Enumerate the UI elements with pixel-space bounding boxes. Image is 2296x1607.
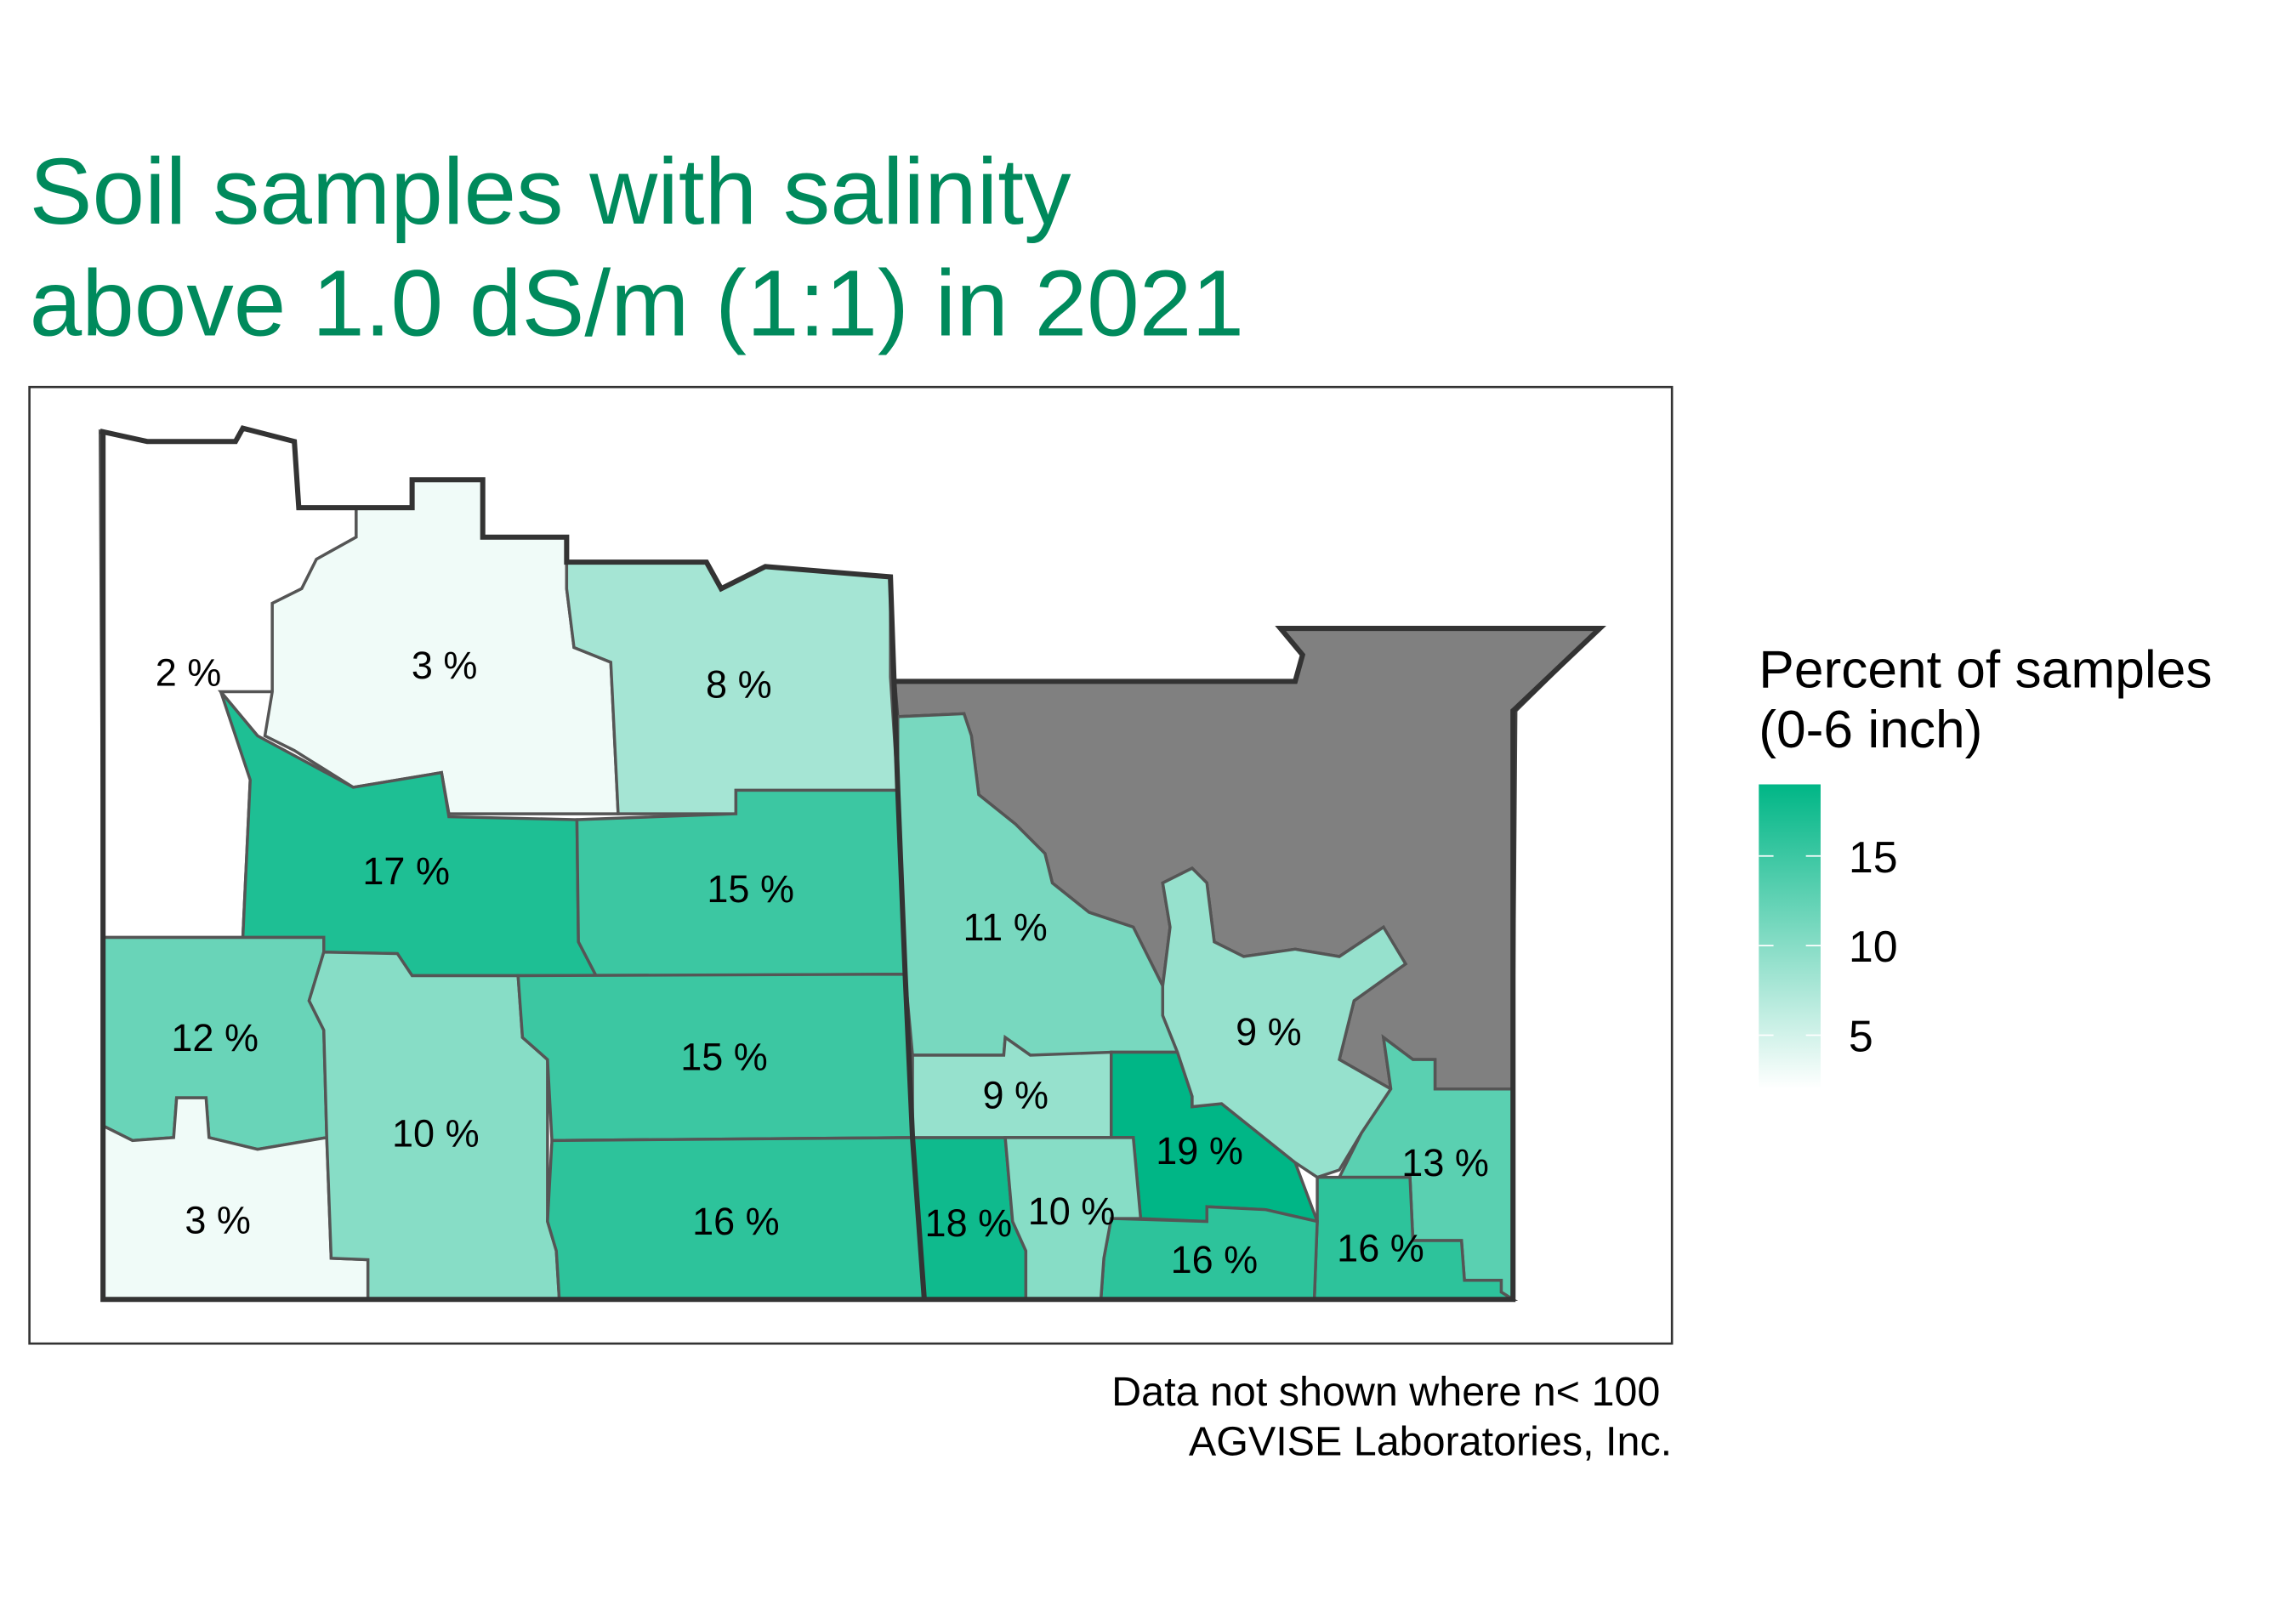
region-label-18: 10 % bbox=[1028, 1190, 1116, 1233]
region-label-0: 2 % bbox=[156, 651, 222, 695]
region-label-1: 3 % bbox=[412, 644, 478, 687]
legend-title-line-2: (0-6 inch) bbox=[1759, 701, 1982, 759]
state-border bbox=[99, 425, 1606, 1303]
region-label-9: 16 % bbox=[692, 1200, 780, 1243]
region-label-17: 16 % bbox=[1171, 1238, 1259, 1281]
region-labels: 2 % 3 % 8 % 17 % 15 % 12 % 3 % 10 % 15 % 16 % 18 %… bbox=[156, 644, 1489, 1281]
caption-line-2: AGVISE Laboratories, Inc. bbox=[1189, 1419, 1672, 1465]
legend-tick-label: 5 bbox=[1849, 1013, 1873, 1062]
region-12 bbox=[911, 1035, 1113, 1139]
legend-ticks: 15 10 5 bbox=[1759, 833, 1898, 1062]
region-label-8: 15 % bbox=[680, 1035, 768, 1078]
region-label-16: 16 % bbox=[1337, 1226, 1424, 1269]
legend-tick-label: 15 bbox=[1849, 833, 1898, 883]
title-line-1: Soil samples with salinity bbox=[30, 139, 1071, 244]
region-label-11: 11 % bbox=[963, 906, 1047, 949]
county-regions bbox=[98, 426, 1604, 1303]
region-label-14: 9 % bbox=[1236, 1010, 1302, 1053]
region-label-12: 9 % bbox=[982, 1073, 1049, 1116]
legend-colorbar bbox=[1759, 784, 1821, 1089]
region-label-15: 13 % bbox=[1401, 1141, 1489, 1184]
region-label-10: 18 % bbox=[925, 1201, 1013, 1245]
region-label-2: 8 % bbox=[706, 662, 772, 706]
caption-line-1: Data not shown where n< 100 bbox=[1111, 1369, 1660, 1415]
region-label-7: 10 % bbox=[392, 1111, 480, 1155]
region-18 bbox=[1003, 1136, 1143, 1301]
region-label-13: 19 % bbox=[1156, 1129, 1243, 1173]
region-label-5: 12 % bbox=[171, 1016, 259, 1059]
region-label-6: 3 % bbox=[185, 1198, 251, 1241]
legend-title-line-1: Percent of samples bbox=[1759, 640, 2212, 699]
region-label-3: 17 % bbox=[362, 849, 450, 893]
region-label-4: 15 % bbox=[707, 867, 794, 911]
title-line-2: above 1.0 dS/m (1:1) in 2021 bbox=[30, 252, 1244, 356]
legend-tick-label: 10 bbox=[1849, 923, 1898, 972]
